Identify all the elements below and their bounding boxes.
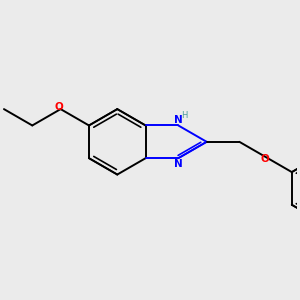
Text: O: O [260, 154, 269, 164]
Text: H: H [181, 111, 188, 120]
Text: N: N [174, 159, 183, 169]
Text: O: O [55, 103, 63, 112]
Text: N: N [174, 115, 183, 124]
